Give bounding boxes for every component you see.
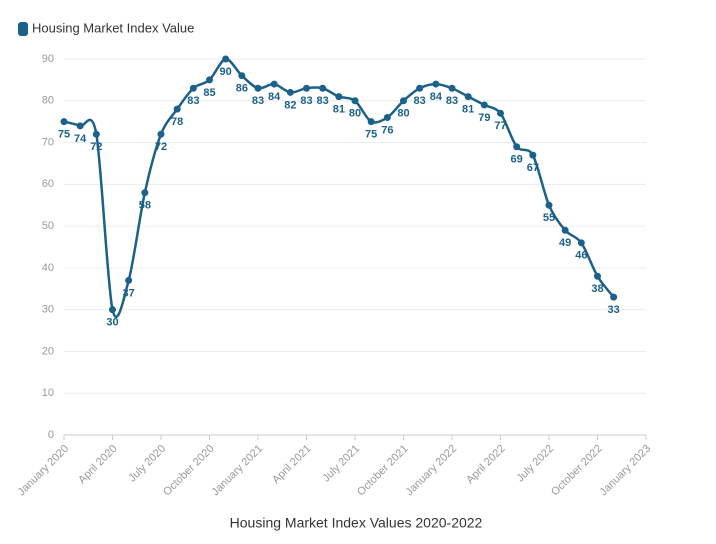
point [513,143,521,151]
value-label: 83 [300,95,312,107]
point [480,101,488,109]
point [286,88,294,96]
value-label: 84 [268,91,281,103]
legend-label: Housing Market Index Value [32,20,194,35]
y-tick-label: 40 [42,262,54,274]
value-label: 86 [236,83,248,95]
point [303,84,310,92]
point [545,201,553,209]
point [141,189,149,197]
y-tick-label: 30 [42,304,54,316]
value-label: 78 [171,116,183,128]
point [60,118,68,126]
point [594,272,601,280]
point [367,118,375,126]
point [577,239,585,247]
value-label: 55 [543,212,555,224]
x-tick-label: July 2022 [514,443,556,485]
y-tick-label: 10 [42,387,54,399]
point [400,97,407,105]
value-label: 83 [317,95,329,107]
point [497,109,504,117]
x-tick-label: January 2023 [598,443,654,499]
chart-title: Housing Market Index Values 2020-2022 [230,515,483,531]
point [109,306,116,314]
point [92,130,100,138]
point [383,113,391,121]
point [351,97,359,105]
value-label: 37 [123,287,135,299]
point [432,80,440,88]
point [254,84,262,92]
point [157,130,165,138]
point [561,226,569,234]
x-tick-label: July 2020 [126,443,168,485]
y-tick-label: 80 [42,95,54,107]
point [222,55,230,63]
value-label: 81 [462,104,474,116]
point [76,122,84,130]
value-label: 58 [139,200,151,212]
value-label: 76 [381,124,393,136]
value-label: 38 [591,283,603,295]
point [464,93,472,101]
point [529,151,537,159]
value-label: 90 [220,66,232,78]
value-label: 83 [446,95,458,107]
y-tick-label: 90 [42,53,54,65]
value-label: 33 [608,304,620,316]
y-tick-label: 20 [42,345,54,357]
value-label: 69 [511,154,523,166]
value-label: 83 [414,95,426,107]
value-label: 82 [284,99,296,111]
x-tick-label: July 2021 [320,443,362,485]
point [319,84,327,92]
value-label: 30 [106,317,118,329]
point [238,72,246,80]
value-label: 46 [575,250,587,262]
y-tick-label: 60 [42,178,54,190]
y-tick-label: 50 [42,220,54,232]
value-label: 77 [494,120,506,132]
point [610,293,618,301]
value-label: 85 [203,87,215,99]
y-tick-label: 70 [42,136,54,148]
value-label: 79 [478,112,490,124]
value-label: 75 [58,129,70,141]
value-label: 49 [559,237,571,249]
value-label: 83 [187,95,199,107]
value-label: 81 [333,104,345,116]
value-label: 80 [397,108,409,120]
value-label: 80 [349,108,361,120]
value-label: 84 [430,91,443,103]
value-label: 72 [90,141,102,153]
value-label: 72 [155,141,167,153]
x-tick-label: January 2022 [404,443,460,499]
value-label: 83 [252,95,264,107]
point [448,84,456,92]
point [335,93,343,101]
value-label: 67 [527,162,539,174]
x-tick-label: January 2021 [210,443,266,499]
x-tick-label: January 2020 [16,443,72,499]
point [206,76,213,84]
legend-swatch [18,22,28,36]
x-tick-label: April 2020 [76,443,120,487]
value-label: 75 [365,129,377,141]
x-tick-label: April 2022 [464,443,508,487]
x-tick-label: April 2021 [270,443,314,487]
y-tick-label: 0 [48,429,54,441]
point [270,80,278,88]
point [189,84,197,92]
value-label: 74 [74,133,87,145]
point [125,276,133,284]
point [173,105,181,113]
point [416,84,424,92]
